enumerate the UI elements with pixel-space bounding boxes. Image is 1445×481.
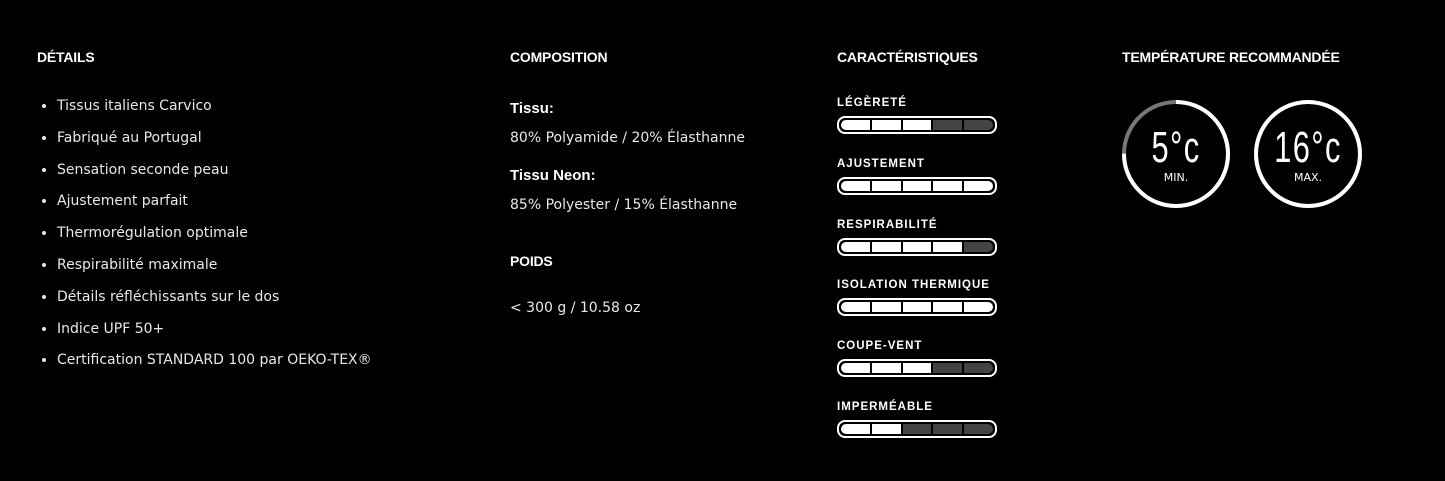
- characteristic-label: LÉGÈRETÉ: [837, 97, 907, 109]
- rating-segment: [964, 363, 993, 374]
- rating-segment: [841, 424, 870, 434]
- weight-heading: POIDS: [510, 253, 553, 269]
- rating-segment: [841, 241, 870, 252]
- rating-segment: [964, 302, 993, 313]
- rating-segment: [933, 302, 963, 313]
- rating-segment: [902, 120, 932, 130]
- rating-segment: [871, 180, 901, 191]
- characteristics-heading: CARACTÉRISTIQUES: [837, 49, 978, 65]
- characteristic-rating-bar: [837, 298, 997, 317]
- details-item: Thermorégulation optimale: [57, 223, 372, 255]
- rating-segment: [871, 363, 901, 374]
- rating-segment: [964, 241, 993, 252]
- rating-segment: [933, 120, 963, 130]
- details-heading: DÉTAILS: [37, 49, 95, 65]
- details-item: Ajustement parfait: [57, 191, 372, 223]
- min-temperature-gauge: 5°c MIN.: [1121, 99, 1231, 209]
- neon-fabric-label: Tissu Neon:: [510, 167, 596, 184]
- max-temperature-label: MAX.: [1293, 171, 1323, 184]
- rating-segment: [902, 241, 932, 252]
- characteristic-rating-bar: [837, 176, 997, 195]
- composition-heading: COMPOSITION: [510, 49, 608, 65]
- min-temperature-value: 5°c: [1151, 123, 1201, 172]
- neon-fabric-value: 85% Polyester / 15% Élasthanne: [510, 197, 738, 213]
- max-gauge-ring: [1254, 100, 1362, 208]
- min-temperature-label: MIN.: [1163, 171, 1189, 184]
- rating-segment: [902, 363, 932, 374]
- details-item: Détails réfléchissants sur le dos: [57, 287, 372, 319]
- fabric-label: Tissu:: [510, 100, 554, 117]
- rating-segment: [841, 302, 870, 313]
- min-gauge-ring: [1122, 100, 1230, 208]
- rating-segment: [933, 424, 963, 434]
- characteristic-label: RESPIRABILITÉ: [837, 218, 938, 231]
- rating-segment: [964, 120, 993, 130]
- rating-segment: [871, 302, 901, 313]
- details-item: Indice UPF 50+: [57, 319, 372, 351]
- rating-segment: [902, 180, 932, 191]
- characteristic-label: ISOLATION THERMIQUE: [837, 279, 990, 292]
- details-item: Respirabilité maximale: [57, 255, 372, 287]
- characteristic-rating-bar: [837, 359, 997, 378]
- details-item: Tissus italiens Carvico: [57, 96, 372, 128]
- max-temperature-value: 16°c: [1274, 123, 1342, 172]
- rating-segment: [933, 180, 963, 191]
- rating-segment: [933, 241, 963, 252]
- rating-segment: [964, 180, 993, 191]
- details-item: Certification STANDARD 100 par OEKO-TEX®: [57, 350, 372, 382]
- rating-segment: [841, 363, 870, 374]
- rating-segment: [871, 424, 901, 434]
- fabric-value: 80% Polyamide / 20% Élasthanne: [510, 130, 745, 146]
- characteristic-label: AJUSTEMENT: [837, 157, 925, 170]
- rating-segment: [902, 302, 932, 313]
- rating-segment: [841, 120, 870, 130]
- details-list: Tissus italiens CarvicoFabriqué au Portu…: [37, 96, 372, 382]
- rating-segment: [933, 363, 963, 374]
- rating-segment: [871, 120, 901, 130]
- rating-segment: [841, 180, 870, 191]
- details-item: Sensation seconde peau: [57, 160, 372, 192]
- characteristic-rating-bar: [837, 237, 997, 256]
- rating-segment: [871, 241, 901, 252]
- rating-segment: [902, 424, 932, 434]
- characteristic-label: IMPERMÉABLE: [837, 401, 933, 413]
- temperature-heading: TEMPÉRATURE RECOMMANDÉE: [1122, 49, 1340, 65]
- weight-value: < 300 g / 10.58 oz: [510, 300, 641, 316]
- details-item: Fabriqué au Portugal: [57, 128, 372, 160]
- characteristic-rating-bar: [837, 420, 997, 438]
- characteristic-rating-bar: [837, 116, 997, 134]
- characteristic-label: COUPE-VENT: [837, 340, 923, 353]
- max-temperature-gauge: 16°c MAX.: [1253, 99, 1363, 209]
- rating-segment: [964, 424, 993, 434]
